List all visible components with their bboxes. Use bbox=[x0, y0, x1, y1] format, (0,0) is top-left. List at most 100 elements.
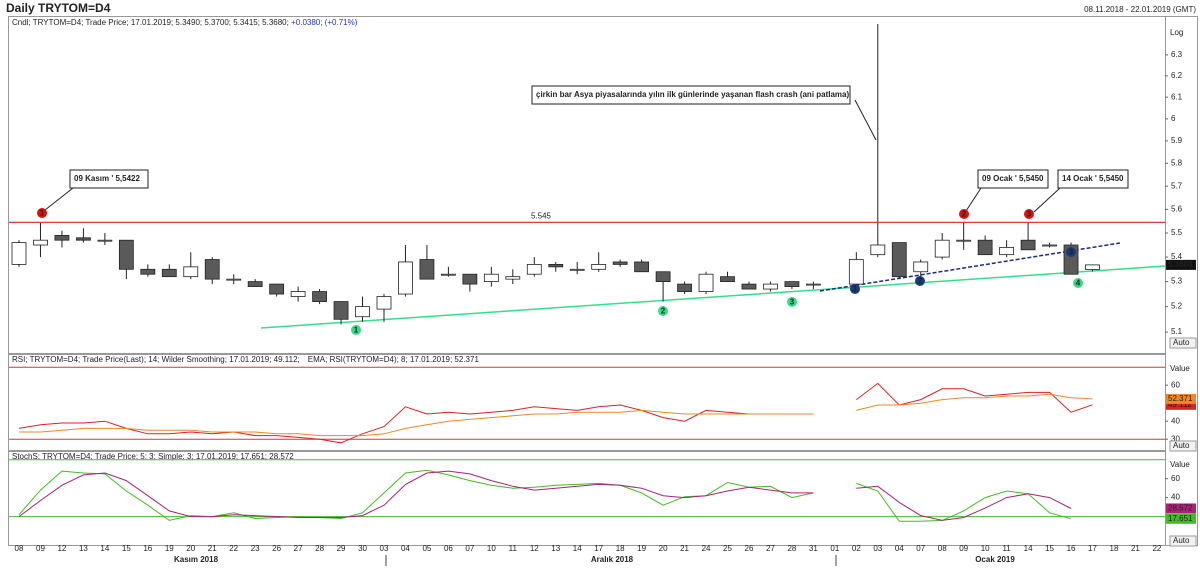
x-tick-label: 13 bbox=[79, 544, 88, 553]
x-tick-label: 15 bbox=[122, 544, 131, 553]
candle-body bbox=[999, 247, 1015, 256]
legend: EMA; RSI(TRYTOM=D4); 8; 17.01.2019; 52.3… bbox=[308, 355, 480, 364]
value-label-box bbox=[1166, 513, 1196, 524]
legend-text: Cndl; TRYTOM=D4; Trade Price; 17.01.2019… bbox=[12, 18, 289, 27]
candle-body bbox=[462, 273, 478, 285]
candle-body bbox=[290, 291, 306, 297]
price-label-box bbox=[1166, 259, 1196, 270]
candle-body bbox=[312, 291, 327, 302]
x-tick-label: 08 bbox=[15, 544, 24, 553]
series-line bbox=[18, 470, 1072, 521]
candle-body bbox=[741, 283, 757, 290]
auto-button[interactable] bbox=[1169, 535, 1197, 547]
x-tick-label: 12 bbox=[530, 544, 539, 553]
x-tick-label: 04 bbox=[401, 544, 410, 553]
candle-body bbox=[891, 242, 907, 278]
y-tick-label: 5.4 bbox=[1171, 252, 1183, 261]
y-tick-label: 5.3 bbox=[1171, 277, 1183, 286]
candle-body bbox=[677, 283, 692, 292]
marker-label: 1 bbox=[40, 209, 45, 218]
candle-body bbox=[333, 301, 349, 320]
annotation-pointer bbox=[854, 99, 877, 141]
candle-body bbox=[526, 264, 542, 275]
annotation-box bbox=[531, 85, 851, 105]
x-tick-label: 21 bbox=[1131, 544, 1140, 553]
x-tick-label: 25 bbox=[723, 544, 732, 553]
candle-body bbox=[1042, 244, 1057, 247]
x-tick-label: 16 bbox=[1067, 544, 1076, 553]
value-label: 49.112 bbox=[1168, 400, 1192, 409]
month-label: Kasım 2018 bbox=[174, 555, 219, 564]
series-line bbox=[19, 393, 1093, 437]
candle-body bbox=[655, 271, 671, 283]
candle-body bbox=[483, 273, 499, 283]
support-trendline bbox=[260, 265, 1166, 329]
candle-body bbox=[376, 296, 392, 310]
y-tick-label: 40 bbox=[1171, 416, 1180, 425]
candle-body bbox=[54, 235, 70, 241]
x-tick-label: 04 bbox=[895, 544, 904, 553]
candle-body bbox=[548, 264, 564, 268]
resistance-label: 5.545 bbox=[531, 211, 552, 220]
x-tick-label: 11 bbox=[509, 544, 518, 553]
x-tick-label: 17 bbox=[1088, 544, 1097, 553]
x-tick-label: 27 bbox=[294, 544, 303, 553]
x-tick-label: 03 bbox=[873, 544, 882, 553]
marker-label: 2 bbox=[918, 277, 923, 286]
legend-change: +0.0380; (+0.71%) bbox=[291, 18, 358, 27]
marker bbox=[959, 209, 969, 219]
legend: Cndl; TRYTOM=D4; Trade Price; 17.01.2019… bbox=[12, 18, 358, 27]
x-tick-label: 24 bbox=[702, 544, 711, 553]
auto-button[interactable] bbox=[1169, 337, 1197, 349]
candle-body bbox=[698, 273, 714, 292]
y-tick-label: 5.5 bbox=[1171, 228, 1183, 237]
series-line bbox=[18, 382, 1093, 444]
marker bbox=[850, 284, 860, 294]
annotation: 09 Kasım ' 5,5422 bbox=[74, 174, 141, 183]
x-tick-label: 03 bbox=[380, 544, 389, 553]
x-tick-label: 16 bbox=[143, 544, 152, 553]
y-tick-label: 5.7 bbox=[1171, 181, 1183, 190]
x-tick-label: 06 bbox=[444, 544, 453, 553]
annotation: 09 Ocak ' 5,5450 bbox=[982, 174, 1044, 183]
marker-label: 4 bbox=[1076, 279, 1081, 288]
candle-body bbox=[720, 276, 735, 283]
candle-body bbox=[505, 276, 521, 280]
auto-button-label[interactable]: Auto bbox=[1173, 441, 1190, 450]
candle-body bbox=[11, 242, 27, 265]
candle-body bbox=[33, 239, 48, 246]
y-tick-label: 5.6 bbox=[1171, 204, 1183, 213]
auto-button-label[interactable]: Auto bbox=[1173, 338, 1190, 347]
auto-button[interactable] bbox=[1169, 440, 1197, 452]
annotation: çirkin bar Asya piyasalarında yılın ilk … bbox=[536, 90, 849, 99]
month-label: Ocak 2019 bbox=[975, 555, 1015, 564]
x-tick-label: 21 bbox=[680, 544, 689, 553]
candle-body bbox=[419, 259, 435, 280]
candle-body bbox=[977, 239, 993, 256]
candle-body bbox=[913, 261, 929, 273]
candle-body bbox=[763, 283, 778, 290]
x-tick-label: 11 bbox=[1002, 544, 1011, 553]
candle-body bbox=[956, 239, 972, 242]
candle-body bbox=[848, 259, 864, 285]
legend: RSI; TRYTOM=D4; Trade Price(Last); 14; W… bbox=[12, 355, 300, 364]
x-tick-label: 10 bbox=[487, 544, 496, 553]
x-tick-label: 17 bbox=[594, 544, 603, 553]
candle-body bbox=[269, 283, 285, 295]
x-tick-label: 09 bbox=[36, 544, 45, 553]
y-tick-label: 6 bbox=[1171, 114, 1176, 123]
candle-body bbox=[934, 239, 950, 258]
x-tick-label: 05 bbox=[422, 544, 431, 553]
auto-button-label[interactable]: Auto bbox=[1173, 536, 1190, 545]
legend: StochS; TRYTOM=D4; Trade Price; 5; 3; Si… bbox=[12, 452, 294, 461]
y-tick-label: 6.2 bbox=[1171, 71, 1183, 80]
y-tick-label: 5.9 bbox=[1171, 136, 1183, 145]
candle-body bbox=[183, 266, 199, 278]
month-label: Aralık 2018 bbox=[591, 555, 634, 564]
y-tick-label: 5.8 bbox=[1171, 158, 1183, 167]
annotation-pointer bbox=[965, 187, 982, 212]
x-tick-label: 31 bbox=[809, 544, 818, 553]
value-label: 17.651 bbox=[1168, 514, 1193, 523]
x-tick-label: 27 bbox=[766, 544, 775, 553]
candle-body bbox=[805, 283, 821, 286]
